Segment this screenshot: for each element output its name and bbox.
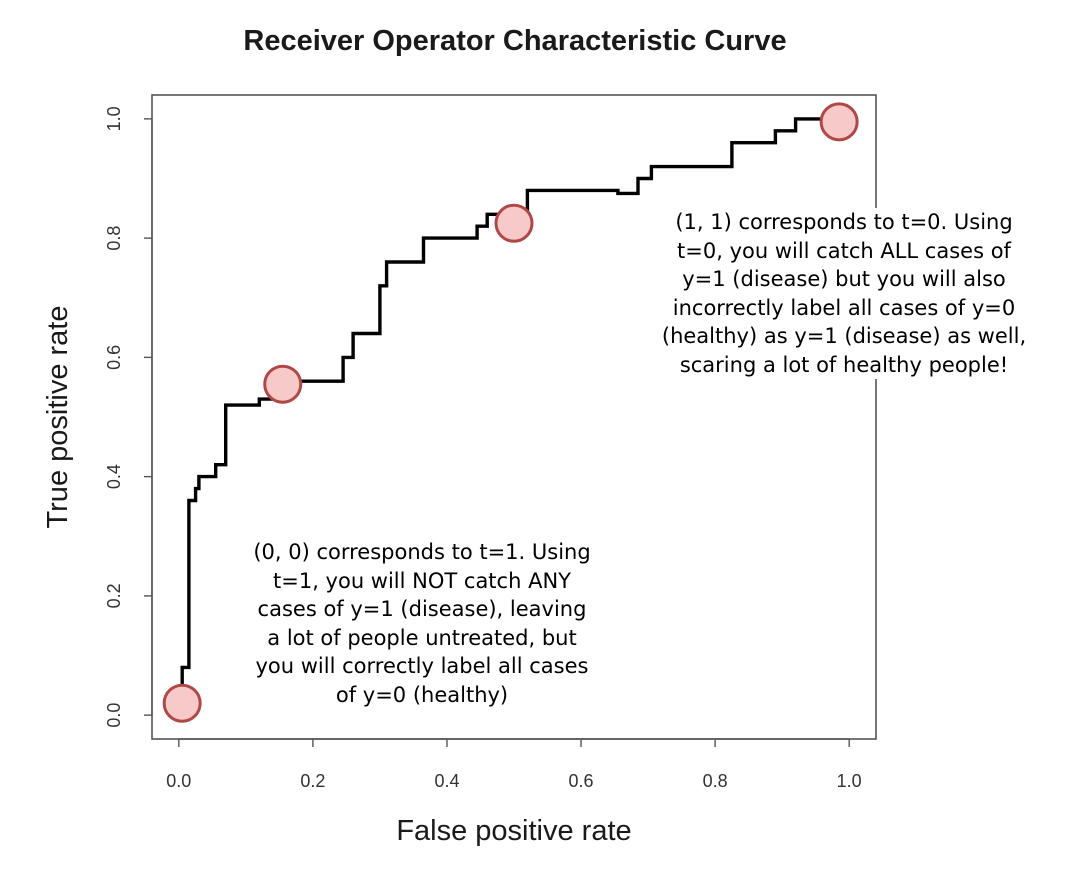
x-tick-label: 0.8: [703, 771, 728, 791]
y-tick-label: 0.4: [104, 464, 124, 489]
annotation-high-threshold: (1, 1) corresponds to t=0. Using t=0, you…: [624, 208, 1064, 379]
annotation-line: cases of y=1 (disease), leaving: [257, 597, 587, 621]
annotation-line: scaring a lot of healthy people!: [679, 352, 1009, 377]
y-tick-label: 0.0: [104, 703, 124, 728]
x-axis-label: False positive rate: [396, 815, 631, 847]
y-axis: 0.0 0.2 0.4 0.6 0.8 1.0: [104, 106, 153, 728]
x-axis: 0.0 0.2 0.4 0.6 0.8 1.0: [166, 738, 862, 791]
marker-layer: [162, 102, 859, 723]
x-tick-label: 1.0: [837, 771, 862, 791]
threshold-point-marker: [263, 364, 303, 404]
threshold-point-marker: [494, 203, 534, 243]
x-tick-label: 0.2: [300, 771, 325, 791]
annotation-line: t=0, you will catch ALL cases of: [677, 238, 1011, 263]
y-tick-label: 0.2: [104, 583, 124, 608]
y-tick-label: 1.0: [104, 106, 124, 131]
annotation-line: (1, 1) corresponds to t=0. Using: [675, 210, 1013, 234]
annotation-line: t=1, you will NOT catch ANY: [273, 568, 571, 593]
y-tick-label: 0.8: [104, 226, 124, 251]
roc-curve-line: [177, 117, 850, 716]
threshold-point-marker: [162, 683, 202, 723]
x-tick-label: 0.6: [569, 771, 594, 791]
annotation-line: a lot of people untreated, but: [267, 625, 577, 650]
threshold-point-marker: [819, 102, 859, 142]
annotation-low-threshold: (0, 0) corresponds to t=1. Using t=1, you…: [214, 538, 630, 709]
series-layer: [177, 117, 850, 716]
annotation-line: (healthy) as y=1 (disease) as well,: [661, 324, 1027, 348]
annotation-line: of y=0 (healthy): [335, 682, 509, 707]
chart-title: Receiver Operator Characteristic Curve: [243, 25, 786, 57]
y-tick-label: 0.6: [104, 345, 124, 370]
x-tick-label: 0.4: [434, 771, 459, 791]
annotation-line: incorrectly label all cases of y=0: [672, 295, 1016, 320]
x-tick-label: 0.0: [166, 771, 191, 791]
y-axis-label: True positive rate: [42, 306, 74, 529]
annotation-line: y=1 (disease) but you will also: [682, 267, 1006, 291]
annotation-line: you will correctly label all cases: [255, 654, 589, 678]
annotation-line: (0, 0) corresponds to t=1. Using: [253, 540, 591, 564]
